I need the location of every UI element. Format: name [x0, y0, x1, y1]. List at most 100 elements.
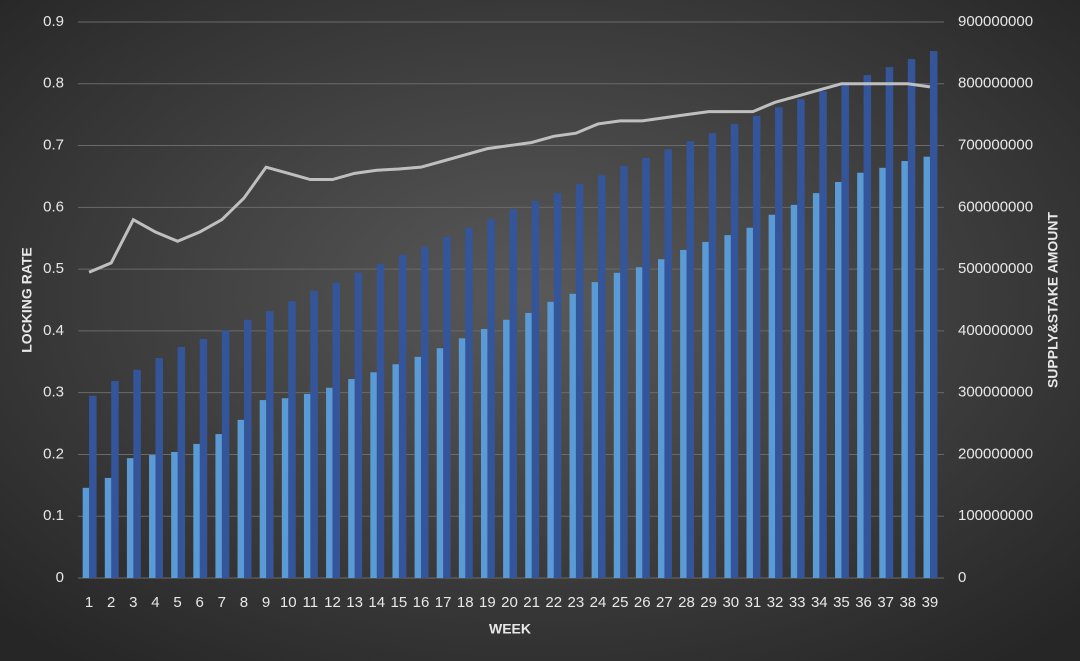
bar	[775, 107, 783, 579]
y-tick-label: 0.1	[43, 507, 64, 524]
bar	[215, 434, 223, 578]
x-tick-label: 21	[523, 594, 540, 611]
bar	[724, 235, 732, 578]
bar	[901, 161, 909, 578]
bar	[354, 272, 363, 578]
bar	[332, 282, 340, 578]
bar	[259, 400, 268, 578]
x-tick-label: 25	[612, 594, 629, 611]
bar	[303, 393, 312, 578]
x-tick-label: 14	[368, 594, 385, 611]
x-tick-label: 13	[346, 594, 363, 611]
bar	[553, 193, 562, 578]
bar	[620, 165, 628, 579]
x-tick-label: 30	[722, 594, 739, 611]
y-axis-title: LOCKING RATE	[19, 247, 35, 353]
y2-axis-title: SUPPLY&STAKE AMOUNT	[1045, 212, 1061, 389]
bar	[841, 83, 849, 579]
bar	[509, 209, 518, 579]
x-tick-label: 1	[85, 594, 93, 611]
bar	[503, 319, 511, 578]
x-tick-label: 12	[324, 594, 341, 611]
bar	[575, 183, 584, 578]
bar	[155, 358, 163, 578]
y2-tick-label: 0	[958, 569, 966, 586]
bar	[89, 395, 97, 578]
bar	[929, 51, 938, 578]
x-tick-label: 23	[568, 594, 585, 611]
y-tick-label: 0	[56, 569, 64, 586]
x-tick-label: 35	[833, 594, 850, 611]
bar	[126, 458, 135, 578]
bar	[266, 311, 274, 578]
y2-tick-label: 700000000	[958, 137, 1033, 154]
x-tick-label: 8	[240, 594, 248, 611]
bar	[348, 379, 356, 578]
bar	[907, 59, 916, 579]
bar	[768, 214, 777, 578]
bar	[598, 175, 606, 578]
bar	[133, 369, 141, 578]
x-axis-title: WEEK	[489, 621, 531, 637]
bar	[443, 236, 451, 578]
bar	[730, 123, 739, 578]
y-tick-label: 0.2	[43, 445, 64, 462]
bar	[879, 167, 887, 578]
x-tick-label: 26	[634, 594, 651, 611]
bar	[525, 312, 533, 578]
bar	[863, 75, 872, 578]
bar	[420, 246, 429, 579]
y-tick-label: 0.6	[43, 198, 64, 215]
y2-tick-label: 900000000	[958, 13, 1033, 30]
bar	[221, 330, 230, 578]
y2-tick-label: 500000000	[958, 260, 1033, 277]
x-tick-label: 20	[501, 594, 518, 611]
line	[88, 82, 931, 274]
bar	[177, 346, 186, 578]
x-tick-label: 34	[811, 594, 828, 611]
bar	[746, 227, 755, 578]
bar	[487, 219, 495, 578]
bar	[111, 380, 119, 578]
bar	[370, 372, 378, 578]
bar	[465, 227, 473, 578]
bar	[398, 254, 407, 578]
bar	[376, 264, 385, 578]
x-tick-label: 33	[789, 594, 806, 611]
bar	[702, 241, 710, 578]
x-tick-label: 32	[767, 594, 784, 611]
x-tick-label: 19	[479, 594, 496, 611]
x-tick-label: 31	[745, 594, 762, 611]
bar	[923, 156, 932, 579]
bar	[326, 387, 334, 578]
x-tick-label: 16	[413, 594, 430, 611]
bar	[819, 91, 827, 579]
bar	[642, 157, 650, 578]
bar	[635, 267, 644, 578]
bar	[797, 99, 805, 578]
bar	[171, 451, 179, 578]
x-tick-label: 9	[262, 594, 270, 611]
x-tick-label: 6	[196, 594, 204, 611]
x-tick-label: 24	[590, 594, 607, 611]
bar	[310, 290, 318, 578]
bar	[281, 398, 290, 578]
x-tick-label: 29	[700, 594, 717, 611]
bar	[680, 249, 688, 578]
x-tick-label: 27	[656, 594, 673, 611]
bar	[613, 272, 622, 578]
bar	[658, 259, 666, 578]
bar	[885, 67, 894, 578]
bar	[812, 193, 821, 578]
bar	[480, 329, 489, 578]
bar	[288, 301, 296, 578]
bar	[237, 419, 246, 578]
bar	[199, 338, 208, 578]
y2-tick-label: 600000000	[958, 198, 1033, 215]
x-tick-label: 18	[457, 594, 474, 611]
bar	[569, 293, 578, 578]
x-tick-label: 17	[435, 594, 452, 611]
y2-tick-label: 800000000	[958, 75, 1033, 92]
bar	[591, 282, 600, 578]
